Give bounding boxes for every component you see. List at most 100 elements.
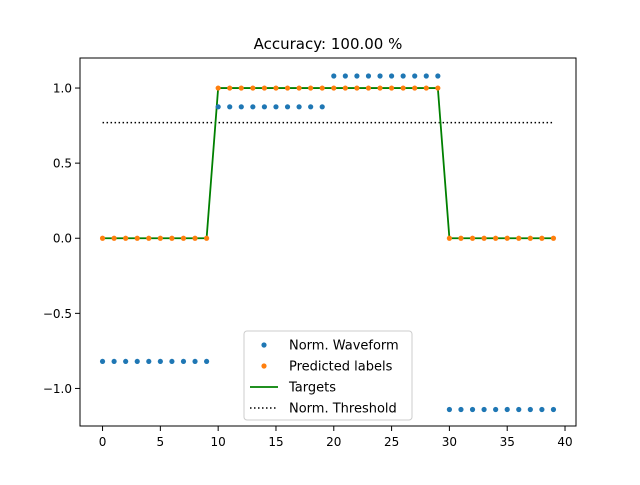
data-point-norm-waveform xyxy=(180,358,187,365)
x-tick-label: 15 xyxy=(268,435,283,449)
data-point-norm-waveform xyxy=(493,406,499,413)
data-point-predicted-labels xyxy=(516,235,522,241)
data-point-predicted-labels xyxy=(111,235,117,241)
data-point-norm-waveform xyxy=(146,358,152,365)
data-point-predicted-labels xyxy=(412,85,418,91)
data-point-norm-waveform xyxy=(169,358,175,365)
data-point-predicted-labels xyxy=(493,235,499,241)
data-point-norm-waveform xyxy=(435,73,441,79)
data-point-norm-waveform xyxy=(516,406,522,413)
chart-title: Accuracy: 100.00 % xyxy=(254,35,403,53)
data-point-predicted-labels xyxy=(319,85,325,91)
data-point-predicted-labels xyxy=(365,85,372,91)
data-point-predicted-labels xyxy=(123,235,129,241)
data-point-norm-waveform xyxy=(446,406,452,413)
data-point-predicted-labels xyxy=(435,85,441,91)
data-point-norm-waveform xyxy=(227,104,233,110)
data-point-predicted-labels xyxy=(527,235,533,241)
data-point-norm-waveform xyxy=(539,406,545,413)
data-point-predicted-labels xyxy=(180,235,187,241)
data-point-norm-waveform xyxy=(412,73,418,79)
y-tick-label: −1.0 xyxy=(43,382,72,396)
data-point-norm-waveform xyxy=(458,406,464,413)
data-point-norm-waveform xyxy=(319,104,325,110)
legend-marker-predicted-labels xyxy=(261,363,267,369)
data-point-norm-waveform xyxy=(400,73,406,79)
x-tick-label: 30 xyxy=(442,435,457,449)
data-point-norm-waveform xyxy=(365,73,372,79)
data-point-predicted-labels xyxy=(192,235,198,241)
x-tick-label: 5 xyxy=(157,435,165,449)
data-point-norm-waveform xyxy=(215,104,221,110)
data-point-predicted-labels xyxy=(157,235,163,241)
legend-label-norm-waveform: Norm. Waveform xyxy=(289,339,399,354)
plot-area xyxy=(99,73,557,413)
data-point-norm-waveform xyxy=(308,104,314,110)
data-point-predicted-labels xyxy=(134,235,140,241)
legend: Norm. Waveform Predicted labels Targets Nor… xyxy=(243,330,413,421)
data-point-predicted-labels xyxy=(296,85,302,91)
legend-label-norm-threshold: Norm. Threshold xyxy=(289,402,397,417)
data-point-predicted-labels xyxy=(481,235,487,241)
data-point-predicted-labels xyxy=(284,85,291,91)
data-point-predicted-labels xyxy=(261,85,268,91)
data-point-predicted-labels xyxy=(504,235,510,241)
data-point-norm-waveform xyxy=(354,73,360,79)
data-point-norm-waveform xyxy=(111,358,117,365)
data-point-norm-waveform xyxy=(423,73,429,79)
data-point-norm-waveform xyxy=(123,358,129,365)
data-point-norm-waveform xyxy=(204,358,210,365)
data-point-predicted-labels xyxy=(469,235,476,241)
data-point-predicted-labels xyxy=(215,85,221,91)
x-tick-label: 0 xyxy=(99,435,107,449)
x-axis: 0 5 10 15 20 25 30 35 40 xyxy=(99,426,573,449)
data-point-norm-waveform xyxy=(469,406,476,413)
data-point-norm-waveform xyxy=(342,73,348,79)
legend-box xyxy=(243,330,413,421)
data-point-predicted-labels xyxy=(446,235,452,241)
data-point-predicted-labels xyxy=(204,235,210,241)
series-targets xyxy=(102,87,554,240)
data-point-predicted-labels xyxy=(377,85,383,91)
data-point-norm-waveform xyxy=(504,406,510,413)
legend-label-predicted-labels: Predicted labels xyxy=(289,360,393,375)
data-point-norm-waveform xyxy=(157,358,163,365)
legend-label-targets: Targets xyxy=(288,381,336,396)
series-norm-waveform xyxy=(99,73,557,413)
data-point-predicted-labels xyxy=(250,85,256,91)
data-point-norm-waveform xyxy=(481,406,487,413)
series-line-targets xyxy=(102,87,554,240)
data-point-predicted-labels xyxy=(458,235,464,241)
data-point-norm-waveform xyxy=(99,358,106,365)
data-point-norm-waveform xyxy=(377,73,383,79)
data-point-norm-waveform xyxy=(134,358,140,365)
data-point-norm-waveform xyxy=(527,406,533,413)
data-point-norm-waveform xyxy=(250,104,256,110)
x-tick-label: 10 xyxy=(211,435,226,449)
data-point-norm-waveform xyxy=(296,104,302,110)
x-tick-label: 40 xyxy=(557,435,572,449)
data-point-predicted-labels xyxy=(423,85,429,91)
data-point-predicted-labels xyxy=(342,85,348,91)
x-tick-label: 35 xyxy=(500,435,515,449)
y-tick-label: 0.5 xyxy=(53,157,72,171)
data-point-norm-waveform xyxy=(550,406,557,413)
data-point-norm-waveform xyxy=(273,104,279,110)
data-point-predicted-labels xyxy=(308,85,314,91)
data-point-predicted-labels xyxy=(331,85,337,91)
y-axis: −1.0 −0.5 0.0 0.5 1.0 xyxy=(43,82,80,396)
data-point-predicted-labels xyxy=(227,85,233,91)
data-point-norm-waveform xyxy=(261,104,268,110)
y-tick-label: −0.5 xyxy=(43,307,72,321)
series-predicted-labels xyxy=(99,85,557,241)
legend-marker-norm-waveform xyxy=(261,342,267,348)
data-point-predicted-labels xyxy=(99,235,106,241)
y-tick-label: 0.0 xyxy=(53,232,72,246)
data-point-predicted-labels xyxy=(169,235,175,241)
data-point-norm-waveform xyxy=(284,104,291,110)
axes-frame xyxy=(79,57,577,427)
data-point-predicted-labels xyxy=(388,85,395,91)
x-tick-label: 20 xyxy=(326,435,341,449)
